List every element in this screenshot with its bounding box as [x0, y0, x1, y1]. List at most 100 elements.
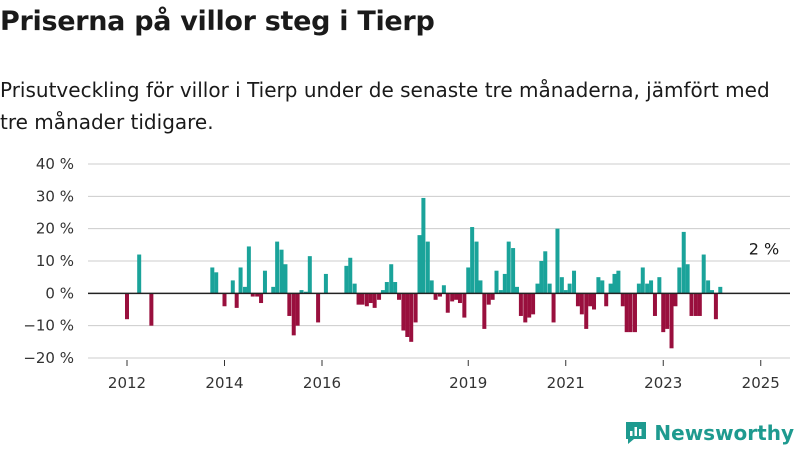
- bar: [283, 264, 288, 294]
- x-tick-label: 2014: [205, 374, 243, 392]
- bar: [681, 231, 686, 294]
- data-label-background: [746, 238, 781, 261]
- bar: [397, 293, 402, 300]
- bar: [677, 267, 682, 294]
- bar: [572, 270, 577, 294]
- bar: [652, 293, 657, 316]
- bar: [527, 293, 532, 318]
- bar: [718, 286, 723, 294]
- bar: [689, 293, 694, 316]
- bar: [697, 293, 702, 316]
- bar: [486, 293, 491, 305]
- bar: [575, 293, 580, 307]
- bar: [649, 280, 654, 294]
- bar: [592, 293, 597, 310]
- bar: [511, 248, 516, 294]
- bar: [547, 283, 552, 294]
- bar: [555, 228, 560, 294]
- bar: [490, 293, 495, 300]
- bar: [543, 251, 548, 294]
- y-tick-label: 0 %: [45, 284, 74, 302]
- bar: [323, 273, 328, 294]
- bar: [685, 264, 690, 294]
- bar: [636, 283, 641, 294]
- bar: [380, 290, 385, 294]
- y-tick-label: 10 %: [36, 252, 74, 270]
- bar: [125, 293, 129, 320]
- bar: [149, 293, 154, 326]
- annotations: 2 %: [746, 238, 781, 261]
- bar: [368, 293, 373, 304]
- bar: [137, 254, 142, 294]
- bar: [307, 256, 312, 294]
- bar: [437, 293, 442, 297]
- y-axis-tick-labels: −20 % −10 % 0 % 10 % 20 % 30 % 40 %: [23, 155, 74, 367]
- chart-subtitle: Prisutveckling för villor i Tierp under …: [0, 78, 770, 134]
- bar: [450, 293, 455, 302]
- bar: [393, 282, 398, 294]
- bar: [604, 293, 609, 307]
- bar: [515, 286, 519, 294]
- bar: [344, 265, 349, 294]
- bar: [506, 241, 511, 294]
- bar: [364, 293, 369, 307]
- bar: [429, 280, 434, 294]
- bar: [567, 283, 572, 294]
- bar: [710, 290, 714, 294]
- bar: [417, 235, 422, 294]
- bar: [612, 273, 617, 294]
- bar: [295, 293, 300, 326]
- bar: [372, 293, 377, 308]
- bar: [287, 293, 292, 316]
- bar: [238, 267, 243, 294]
- bar: [441, 285, 446, 294]
- bar: [409, 293, 414, 342]
- bar: [246, 246, 251, 294]
- bar: [478, 280, 483, 294]
- bar: [494, 270, 499, 294]
- bar: [474, 241, 479, 294]
- bar: [620, 293, 625, 307]
- x-tick-label: 2012: [108, 374, 146, 392]
- bar: [275, 241, 280, 294]
- x-axis-tick-labels: 2012 2014 2016 2019 2021 2023 2025: [108, 360, 780, 392]
- bar: [502, 273, 507, 294]
- bar: [222, 293, 227, 307]
- x-tick-label: 2023: [644, 374, 682, 392]
- bar: [518, 293, 523, 316]
- y-tick-label: 30 %: [36, 187, 74, 205]
- bar: [466, 267, 471, 294]
- bar: [624, 293, 629, 333]
- bar: [230, 280, 235, 294]
- bar: [551, 293, 556, 323]
- y-tick-label: 20 %: [36, 220, 74, 238]
- bar: [360, 293, 365, 305]
- bar: [421, 197, 426, 294]
- x-tick-label: 2021: [547, 374, 585, 392]
- bar: [401, 293, 406, 331]
- y-tick-label: −20 %: [23, 349, 74, 367]
- bar: [588, 293, 593, 307]
- bar: [706, 280, 711, 294]
- bar: [352, 283, 357, 294]
- bar: [259, 293, 264, 304]
- bar: [640, 267, 645, 294]
- bar: [470, 227, 475, 294]
- gridlines: [88, 163, 790, 359]
- bar: [356, 293, 361, 305]
- y-tick-label: 40 %: [36, 155, 74, 173]
- bar: [701, 254, 706, 294]
- bar: [596, 277, 601, 294]
- newsworthy-chart-icon: [626, 422, 647, 444]
- bar: [389, 264, 394, 294]
- bar: [661, 293, 666, 333]
- newsworthy-logo: Newsworthy: [624, 420, 794, 446]
- bar: [316, 293, 321, 323]
- bar: [299, 290, 304, 294]
- bar: [262, 270, 267, 294]
- bar: [539, 261, 544, 294]
- bar: [279, 249, 284, 294]
- x-tick-label: 2025: [742, 374, 780, 392]
- x-tick-label: 2016: [303, 374, 341, 392]
- bar: [242, 286, 247, 294]
